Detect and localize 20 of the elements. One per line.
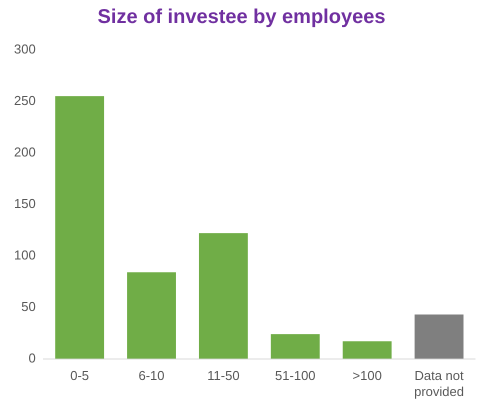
y-tick-label: 300 bbox=[14, 41, 36, 56]
y-tick-label: 150 bbox=[14, 196, 36, 211]
bar bbox=[270, 334, 320, 359]
y-tick-label: 0 bbox=[28, 350, 36, 366]
y-tick-label: 200 bbox=[14, 144, 36, 160]
bar bbox=[127, 272, 176, 359]
x-tick-label: 11-50 bbox=[207, 368, 240, 384]
chart-title: Size of investee by employees bbox=[96, 6, 386, 29]
x-tick-label: Data not provided bbox=[414, 368, 464, 399]
bar bbox=[414, 314, 464, 359]
bar bbox=[55, 96, 104, 359]
x-tick-label: 0-5 bbox=[70, 368, 90, 384]
y-tick-label: 50 bbox=[21, 298, 36, 314]
x-tick-label: 51-100 bbox=[275, 368, 316, 384]
bar bbox=[342, 341, 392, 359]
x-tick-label: >100 bbox=[352, 368, 382, 384]
bar bbox=[198, 233, 248, 359]
y-tick-label: 250 bbox=[14, 92, 36, 108]
y-tick-label: 100 bbox=[14, 247, 36, 262]
x-tick-label: 6-10 bbox=[138, 368, 165, 384]
